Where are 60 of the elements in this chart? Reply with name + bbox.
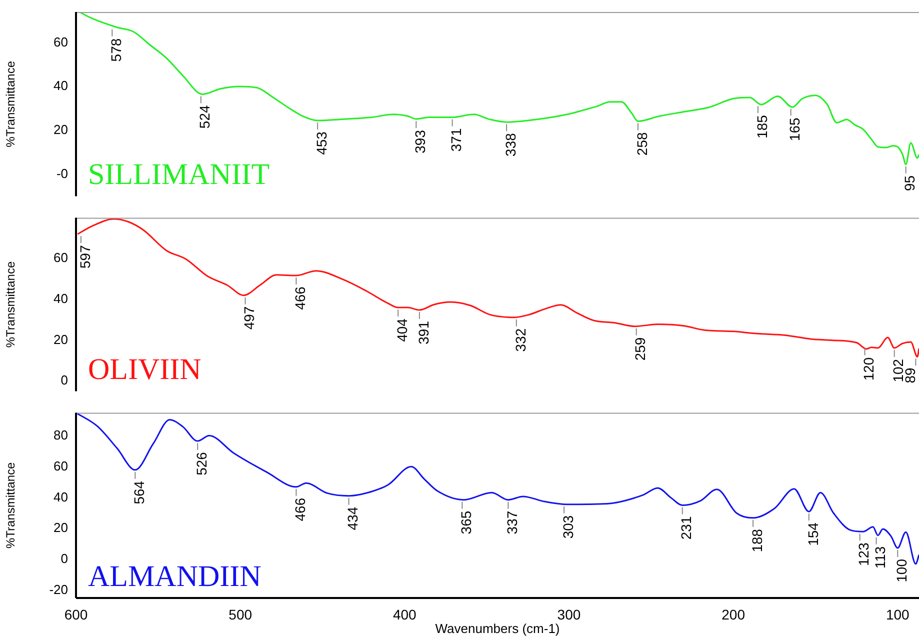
annotation: 497 [241, 306, 258, 330]
annotation: 393 [412, 130, 428, 154]
y-tick-label: 60 [54, 458, 68, 474]
annotation: 332 [512, 328, 528, 352]
annotation: 100 [893, 558, 910, 582]
y-tick-label: 40 [54, 489, 68, 504]
x-axis-title: Wavenumbers (cm-1) [435, 620, 560, 636]
annotation: 95 [902, 175, 918, 191]
annotation: 404 [394, 318, 410, 342]
annotation: 123 [856, 542, 872, 566]
annotation: 337 [504, 510, 520, 534]
annotation: 434 [344, 506, 361, 530]
x-tick-label: 300 [557, 606, 581, 622]
line-series [78, 12, 919, 166]
annotation: 466 [292, 498, 308, 522]
annotation: 303 [560, 515, 576, 539]
x-tick-label: 400 [392, 606, 417, 622]
annotation: 365 [458, 510, 474, 534]
annotation: 188 [748, 528, 765, 552]
y-tick-label: 20 [54, 332, 68, 347]
annotation: 102 [890, 358, 906, 382]
annotation: 120 [860, 357, 877, 381]
annotation: 524 [196, 105, 213, 129]
x-tick-label: 200 [722, 606, 746, 622]
y-tick-label: 60 [54, 250, 68, 266]
annotation: 154 [804, 522, 821, 546]
annotation: 564 [131, 480, 148, 504]
y-tick-label: 20 [54, 520, 68, 536]
y-axis-title: %Transmittance [4, 60, 18, 148]
annotation: 371 [448, 128, 464, 152]
x-tick-label: 100 [886, 606, 910, 622]
y-tick-label: 0 [60, 550, 68, 566]
annotation: 526 [193, 452, 210, 476]
annotation: 338 [502, 132, 518, 156]
y-tick-label: 20 [54, 122, 68, 137]
y-tick-label: 40 [54, 290, 68, 306]
text: ALMANDIIN [88, 560, 262, 593]
annotation: 113 [872, 546, 888, 569]
y-tick-label: 0 [60, 372, 68, 388]
annotation: 258 [634, 132, 650, 156]
x-tick-label: 600 [64, 606, 88, 622]
y-axis-title: %Transmittance [4, 462, 18, 549]
y-tick-label: 60 [54, 34, 68, 50]
series-label: SILLIMANIIT [88, 158, 270, 192]
annotation: 597 [76, 244, 93, 268]
annotation: 391 [415, 320, 432, 344]
y-tick-label: 80 [54, 428, 68, 443]
annotation: 231 [678, 516, 694, 540]
annotation: 259 [632, 337, 648, 361]
text: OLIVIIN [88, 353, 202, 386]
y-tick-label: -20 [49, 582, 68, 597]
y-tick-label: 40 [54, 78, 68, 94]
annotation: 453 [313, 131, 330, 155]
y-axis-title: %Transmittance [4, 261, 18, 348]
annotation: 466 [292, 286, 308, 310]
annotation: 165 [786, 118, 803, 142]
annotation: 578 [108, 38, 124, 62]
annotation: 185 [754, 114, 770, 138]
x-tick-label: 500 [228, 606, 252, 622]
y-tick-label: -0 [56, 166, 68, 181]
